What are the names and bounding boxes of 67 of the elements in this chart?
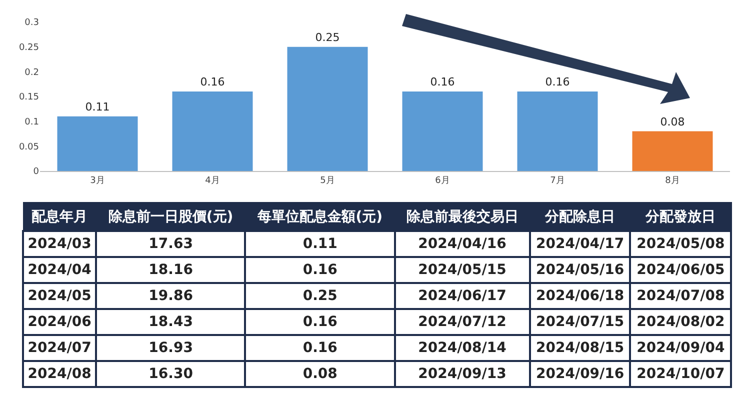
text: 2024/08 [23,361,96,387]
text: 18.43 [96,309,246,335]
text: 2024/06/18 [530,283,630,309]
y-tick-label: 0.3 [24,18,39,28]
text: 2024/09/16 [530,361,630,387]
bar [287,46,368,171]
data-label: 0.25 [315,30,340,44]
category-label: 每單位配息金額(元) [245,202,395,231]
text: 2024/10/07 [630,361,731,387]
x-tick-label: 7月 [550,176,565,186]
bar [172,92,253,171]
data-label: 0.11 [85,100,110,114]
text: 16.93 [96,335,246,361]
category-label: 分配除息日 [530,202,630,231]
text: 18.16 [96,257,246,283]
text: 2024/09/13 [394,361,530,387]
text: 2024/08/15 [530,335,630,361]
text: 2024/08/02 [630,309,731,335]
y-tick-label: 0.1 [24,117,39,128]
text: 2024/07 [23,335,96,361]
text: 0.11 [245,231,395,257]
category-label: 配息年月 [23,202,96,231]
text: 2024/03 [23,231,96,257]
x-tick-label: 5月 [320,176,335,186]
text: 16.30 [96,361,246,387]
text: 2024/07/08 [630,283,731,309]
text: 2024/05/15 [394,257,530,283]
text: 2024/06 [23,309,96,335]
category-label: 除息前最後交易日 [394,202,530,231]
text: 2024/08/14 [394,335,530,361]
text: 2024/05 [23,283,96,309]
y-tick-label: 0 [33,167,40,178]
x-tick-label: 4月 [205,176,220,186]
text: 0.16 [245,309,395,335]
bar [402,92,483,171]
bar [517,92,598,171]
y-tick-label: 0.15 [18,92,39,103]
text: 0.16 [245,257,395,283]
text: 2024/05/16 [530,257,630,283]
text: 2024/04/16 [394,231,530,257]
text: 0.16 [245,335,395,361]
data-label: 0.16 [200,76,225,89]
bar [57,116,138,171]
text: 2024/04 [23,257,96,283]
text: 2024/07/12 [394,309,530,335]
text: 2024/05/08 [630,231,731,257]
y-tick-label: 0.05 [18,142,39,152]
bar [632,131,713,171]
data-label: 0.16 [545,76,570,89]
y-tick-label: 0.2 [24,68,39,78]
data-label: 0.08 [660,115,685,128]
category-label: 除息前一日股價(元) [96,202,246,231]
text: 2024/09/04 [630,335,731,361]
text: 2024/06/05 [630,257,731,283]
data-label: 0.16 [430,76,455,89]
text: 19.86 [96,283,246,309]
text: 17.63 [96,231,246,257]
y-tick-label: 0.25 [18,42,39,53]
x-tick-label: 3月 [90,176,105,186]
x-tick-label: 6月 [435,176,450,186]
x-tick-label: 8月 [665,176,680,186]
category-label: 分配發放日 [630,202,731,231]
text: 0.25 [245,283,395,309]
text: 2024/06/17 [394,283,530,309]
text: 2024/04/17 [530,231,630,257]
text: 0.08 [245,361,395,387]
text: 2024/07/15 [530,309,630,335]
